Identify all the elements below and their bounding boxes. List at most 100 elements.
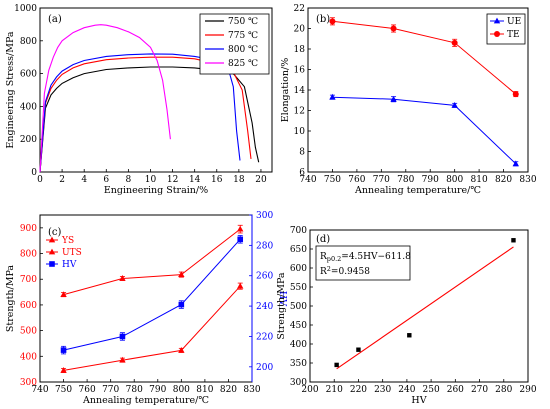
- x-tick-label: 18: [233, 175, 245, 185]
- r-squared: R2=0.9458: [320, 265, 370, 277]
- x-tick-label: 810: [196, 385, 213, 395]
- data-point: [60, 291, 67, 298]
- y-tick-label: 600: [290, 264, 307, 274]
- x-tick-label: 6: [103, 175, 109, 185]
- x-tick-label: 780: [397, 175, 414, 185]
- data-point: [512, 160, 519, 167]
- x-tick-label: 260: [447, 385, 464, 395]
- x-tick-label: 210: [326, 385, 343, 395]
- x-tick-label: 800: [173, 385, 190, 395]
- x-tick-label: 290: [519, 385, 536, 395]
- panel-label: (a): [48, 14, 62, 25]
- x-tick-label: 830: [519, 175, 536, 185]
- series-line-3: [39, 24, 171, 173]
- y-tick-label: 650: [290, 245, 307, 255]
- y2-tick-label: 260: [256, 272, 273, 282]
- series-line-1: [39, 56, 252, 173]
- x-tick-label: 250: [423, 385, 440, 395]
- data-point: [119, 333, 126, 340]
- fit-line: [336, 246, 514, 370]
- x-tick-label: 820: [495, 175, 512, 185]
- legend-marker: [494, 31, 500, 37]
- y-tick-label: 300: [290, 378, 307, 388]
- legend-marker: [493, 17, 501, 24]
- data-point: [451, 101, 458, 108]
- panel-label: (c): [48, 227, 62, 238]
- y2-tick-label: 200: [256, 363, 273, 373]
- data-point: [119, 275, 126, 281]
- x-tick-label: 16: [211, 175, 223, 185]
- data-point: [451, 39, 458, 46]
- x-tick-label: 8: [126, 175, 132, 185]
- x-tick-label: 750: [55, 385, 72, 395]
- y-tick-label: 400: [290, 340, 307, 350]
- x-tick-label: 12: [167, 175, 178, 185]
- y2-tick-label: 300: [256, 211, 273, 221]
- y-tick-label: 550: [290, 283, 307, 293]
- data-point: [60, 347, 67, 353]
- y-tick-label: 18: [294, 45, 306, 55]
- y-tick-label: 800: [20, 250, 37, 260]
- x-tick-label: 220: [350, 385, 367, 395]
- y2-tick-label: 280: [256, 241, 273, 251]
- x-tick-label: 770: [373, 175, 390, 185]
- eq-text: =4.5HV−611.8: [341, 252, 411, 262]
- y-tick-label: 22: [294, 4, 305, 14]
- series-line-0: [332, 96, 517, 165]
- r2-text: =0.9458: [331, 267, 370, 277]
- data-point: [60, 367, 67, 373]
- x-tick-label: 270: [471, 385, 488, 395]
- x-tick-label: 800: [446, 175, 463, 185]
- y-tick-label: 900: [20, 224, 37, 234]
- series-line-0: [63, 285, 241, 371]
- x-tick-label: 2: [59, 175, 65, 185]
- x-tick-label: 4: [81, 175, 87, 185]
- data-point: [178, 271, 185, 278]
- legend-label: 825 ℃: [228, 59, 258, 69]
- data-point: [178, 301, 185, 308]
- y-axis-label: Strength/MPa: [5, 265, 16, 333]
- y-axis-label: Elongation/%: [280, 58, 291, 122]
- legend-box: [199, 13, 270, 75]
- legend-label: UE: [507, 17, 521, 27]
- x-tick-label: 790: [422, 175, 439, 185]
- x-tick-label: 790: [149, 385, 166, 395]
- data-point: [178, 346, 185, 353]
- legend-label: 750 ℃: [228, 17, 258, 27]
- panel-a: 0 2 4 6 8 10 12 14 16 18 2002004006008001000Engine…: [5, 4, 273, 196]
- x-tick-label: 780: [126, 385, 143, 395]
- x-tick-label: 820: [220, 385, 237, 395]
- y-tick-label: 400: [20, 102, 37, 112]
- y2-tick-label: 220: [256, 332, 273, 342]
- series-line-2: [63, 238, 241, 351]
- x-tick-label: 20: [255, 175, 267, 185]
- panel-b: 740 750 760 770 780 790 800 810 820 8306810121416…: [280, 4, 537, 196]
- x-tick-label: 740: [299, 175, 316, 185]
- data-point: [329, 93, 336, 100]
- eq-subscript: p0.2: [327, 255, 342, 263]
- x-tick-label: 810: [471, 175, 488, 185]
- y-tick-label: 0: [31, 168, 37, 178]
- legend-label: YS: [61, 236, 74, 246]
- y-tick-label: 10: [294, 127, 306, 137]
- panel-label: (d): [316, 234, 330, 245]
- data-point: [511, 238, 516, 243]
- y-tick-label: 12: [294, 107, 305, 117]
- eq-symbol: R: [320, 252, 327, 262]
- x-tick-label: 770: [102, 385, 119, 395]
- data-point: [356, 347, 361, 352]
- y-tick-label: 14: [294, 86, 306, 96]
- y-tick-label: 16: [294, 66, 306, 76]
- plot-frame: [39, 7, 273, 173]
- legend-marker: [49, 261, 55, 267]
- equation-box: [315, 245, 411, 281]
- y-axis-label: Strength/MPa: [276, 272, 287, 340]
- x-axis-label: HV: [411, 395, 426, 406]
- data-point: [390, 95, 397, 102]
- data-point: [329, 18, 336, 25]
- x-tick-label: 760: [79, 385, 96, 395]
- legend-label: UTS: [62, 248, 82, 258]
- regression-equation: Rp0.2=4.5HV−611.8: [320, 252, 411, 263]
- x-tick-label: 240: [398, 385, 415, 395]
- y-tick-label: 20: [294, 25, 306, 35]
